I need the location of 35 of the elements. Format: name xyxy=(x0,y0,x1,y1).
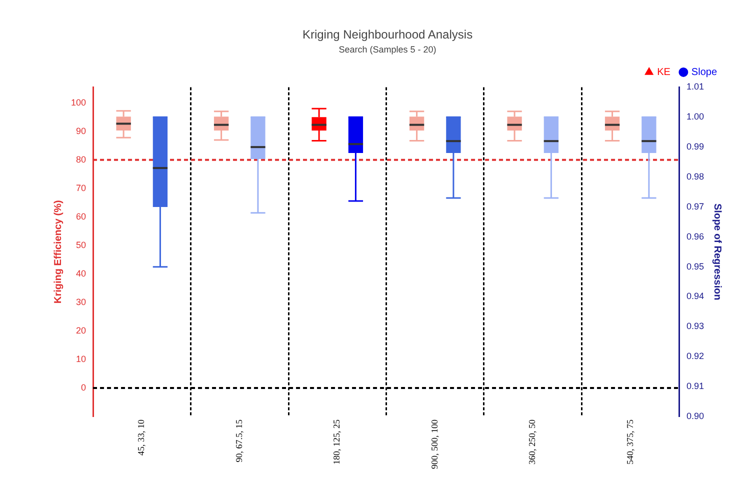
y-tick-label: 60 xyxy=(76,211,86,222)
y2-axis-title: Slope of Regression xyxy=(711,204,722,300)
x-tick-label: 540, 375, 75 xyxy=(624,419,635,464)
x-tick-label: 90, 67.5, 15 xyxy=(234,419,244,462)
legend-label: KE xyxy=(657,66,671,78)
y-tick-label: 0 xyxy=(81,382,86,392)
y-tick-label: 90 xyxy=(76,126,86,136)
y-tick-label: 80 xyxy=(76,154,86,164)
y-tick-label: 30 xyxy=(76,296,86,307)
x-tick-label: 360, 250, 50 xyxy=(527,419,538,464)
legend-label: Slope xyxy=(691,66,718,78)
y2-tick-label: 1.01 xyxy=(686,82,704,92)
y-tick-label: 50 xyxy=(76,240,86,250)
x-tick-label: 900, 500, 100 xyxy=(429,419,440,469)
y-tick-label: 10 xyxy=(76,354,86,364)
y2-tick-label: 0.90 xyxy=(686,410,704,421)
y2-tick-label: 0.96 xyxy=(686,231,704,242)
y-axis-title: Kriging Efficiency (%) xyxy=(52,200,64,304)
y2-tick-label: 1.00 xyxy=(686,112,704,122)
y2-tick-label: 0.95 xyxy=(686,261,704,272)
y2-tick-label: 0.97 xyxy=(686,201,704,212)
y2-tick-label: 0.98 xyxy=(686,171,704,182)
chart-title: Kriging Neighbourhood Analysis xyxy=(302,28,473,42)
y-tick-label: 20 xyxy=(76,325,86,336)
y-tick-label: 100 xyxy=(70,97,86,108)
y2-tick-label: 0.99 xyxy=(686,142,704,152)
y2-tick-label: 0.91 xyxy=(686,381,704,392)
x-tick-label: 180, 125, 25 xyxy=(332,419,342,464)
y2-tick-label: 0.94 xyxy=(686,291,704,302)
chart-subtitle: Search (Samples 5 - 20) xyxy=(338,44,436,54)
y2-tick-label: 0.93 xyxy=(686,321,704,332)
x-tick-label: 45, 33, 10 xyxy=(136,419,146,456)
y2-tick-label: 0.92 xyxy=(686,351,704,362)
y-tick-label: 40 xyxy=(76,268,86,278)
y-tick-label: 70 xyxy=(76,182,86,193)
